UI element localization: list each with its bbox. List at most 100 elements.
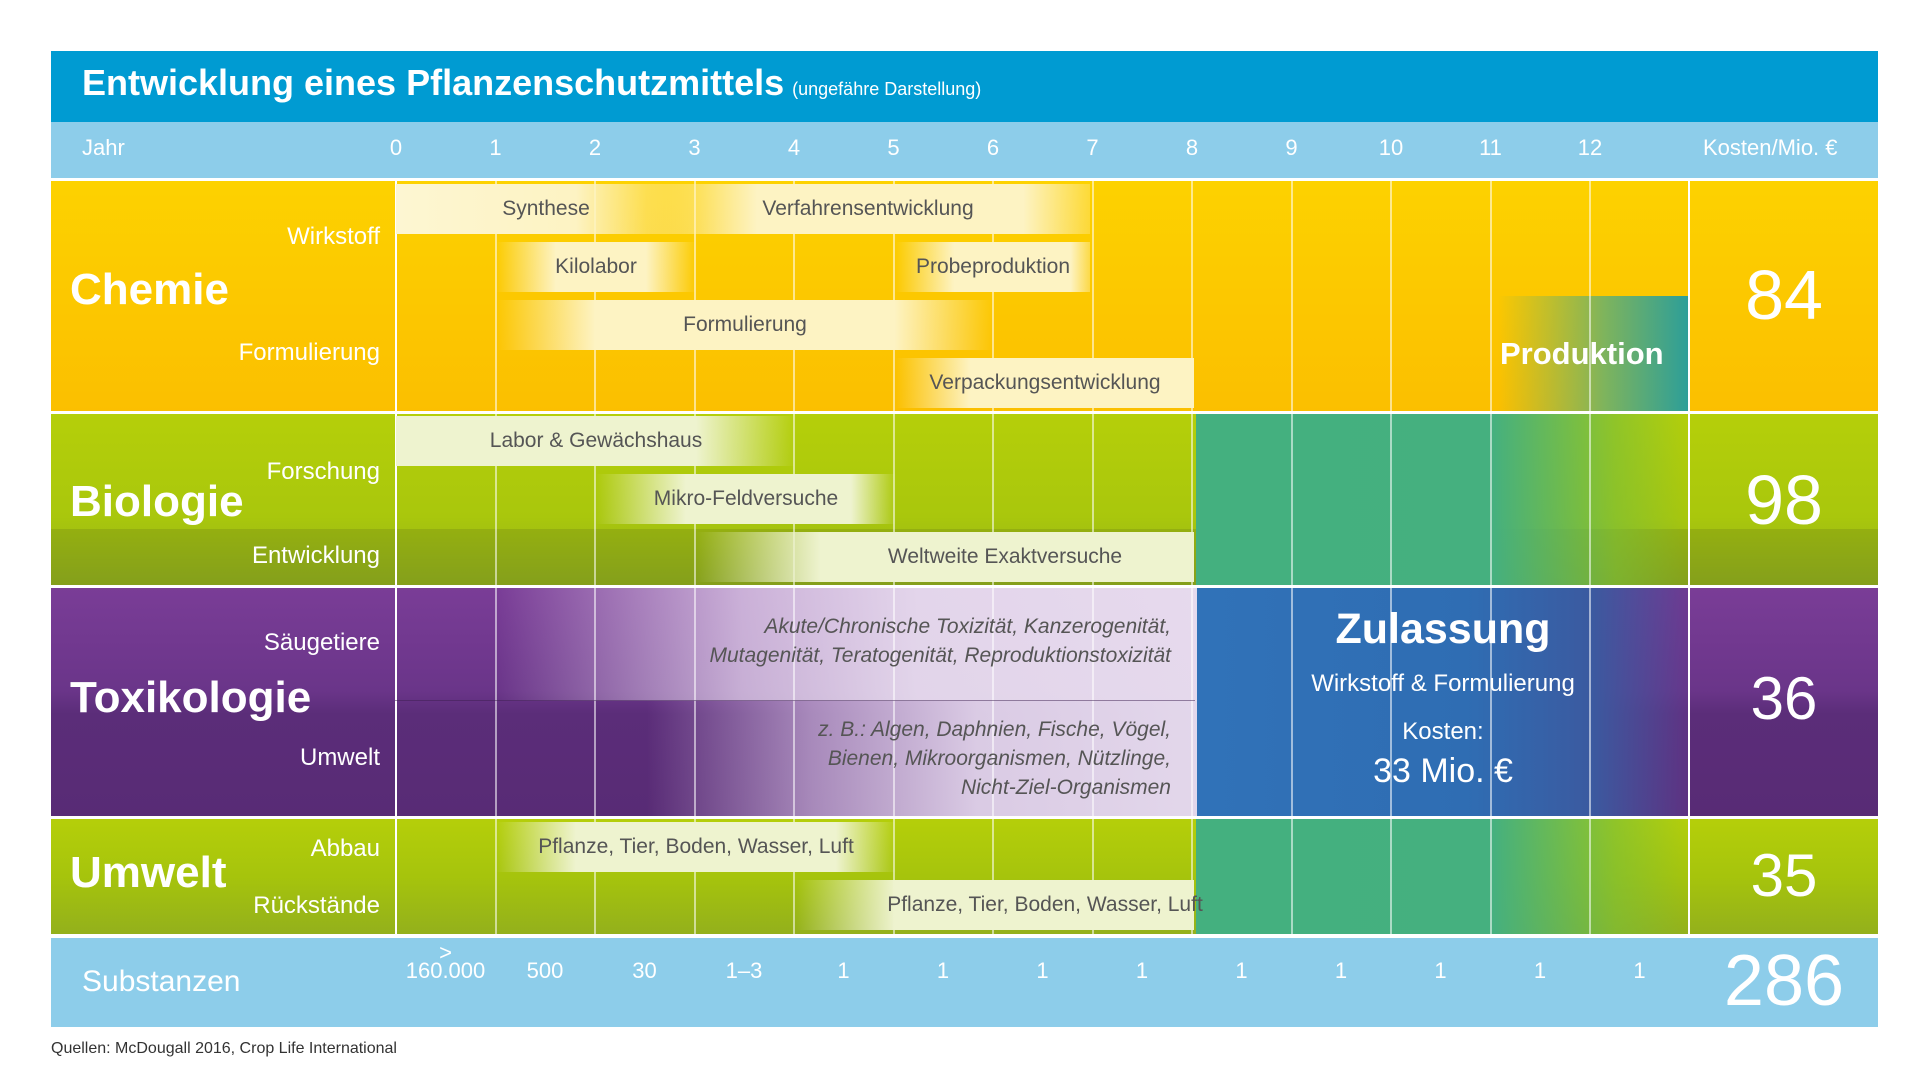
bar-label: Formulierung — [683, 313, 807, 336]
tox-text-line: Bienen, Mikroorganismen, Nützlinge, — [827, 747, 1171, 770]
substanzen-first-prefix: > — [439, 940, 452, 965]
separator — [51, 816, 1878, 819]
category-umwelt: Umwelt — [70, 848, 227, 897]
produktion-label: Produktion — [1500, 336, 1664, 371]
cost-umwelt: 35 — [1750, 842, 1818, 909]
cost-toxikologie: 36 — [1750, 665, 1818, 732]
tox-text-line: Akute/Chronische Toxizität, Kanzerogenit… — [764, 615, 1171, 638]
substanzen-value: 500 — [526, 958, 564, 983]
grid-line — [893, 180, 895, 1027]
tox-text-line: z. B.: Algen, Daphnien, Fische, Vögel, — [818, 718, 1171, 741]
tox-text-line: Nicht-Ziel-Organismen — [960, 776, 1171, 799]
grid-line — [793, 180, 795, 1027]
grid-line — [694, 180, 696, 1027]
category-biologie: Biologie — [70, 477, 244, 526]
zulassung-cost-label: Kosten: — [1402, 718, 1484, 745]
cost-chemie: 84 — [1745, 256, 1823, 334]
sub-rueckstaende: Rückstände — [253, 892, 380, 919]
sub-umwelt-tox: Umwelt — [299, 744, 380, 771]
tox-saeugetiere-text: Akute/Chronische Toxizität, Kanzerogenit… — [596, 612, 1172, 670]
grid-line — [1390, 180, 1392, 1027]
bar-rueckstaende: Pflanze, Tier, Boden, Wasser, Luft — [796, 880, 1203, 930]
produktion-bar — [1498, 296, 1690, 411]
bar-verpackungsentwicklung: Verpackungsentwicklung — [896, 358, 1194, 408]
year-tick: 3 — [688, 135, 701, 160]
bar-label: Pflanze, Tier, Boden, Wasser, Luft — [538, 835, 854, 858]
cost-biologie: 98 — [1745, 461, 1823, 539]
grid-line — [594, 180, 596, 1027]
zulassung-tox-block — [1196, 587, 1690, 818]
tox-umwelt-text: z. B.: Algen, Daphnien, Fische, Vögel, B… — [696, 715, 1171, 802]
separator — [51, 178, 1878, 181]
sub-saeugetiere: Säugetiere — [263, 629, 380, 656]
year-tick: 8 — [1185, 135, 1199, 160]
grid-line — [495, 180, 497, 1027]
sub-entwicklung: Entwicklung — [251, 542, 380, 569]
bar-abbau: Pflanze, Tier, Boden, Wasser, Luft — [496, 822, 896, 872]
category-toxikologie: Toxikologie — [70, 673, 312, 722]
bar-label: Labor & Gewächshaus — [489, 429, 703, 452]
zulassung-subtitle: Wirkstoff & Formulierung — [1311, 670, 1575, 697]
substanzen-value: 1 — [1434, 958, 1447, 983]
substanzen-row — [51, 938, 1878, 1027]
bar-probeproduktion: Probeproduktion — [896, 242, 1090, 292]
substanzen-value: 1 — [1036, 958, 1049, 983]
title-main: Entwicklung eines Pflanzenschutzmittels — [82, 62, 785, 103]
cost-label: Kosten/Mio. € — [1703, 135, 1838, 160]
year-tick: 10 — [1378, 135, 1404, 160]
zulassung-title: Zulassung — [1335, 605, 1551, 653]
year-tick: 1 — [489, 135, 502, 160]
year-tick: 5 — [887, 135, 900, 160]
substanzen-value: 1–3 — [725, 958, 763, 983]
bar-label: Synthese — [502, 197, 590, 220]
tox-text-line: Mutagenität, Teratogenität, Reproduktion… — [709, 644, 1172, 667]
substanzen-value: 160.000 — [405, 958, 486, 983]
bar-mikro-feldversuche: Mikro-Feldversuche — [596, 474, 896, 524]
zulassung-biologie-block — [1196, 413, 1690, 587]
substanzen-value: 1 — [936, 958, 950, 983]
bar-label: Kilolabor — [555, 255, 637, 278]
tox-umwelt-region — [647, 701, 1197, 818]
zulassung-umwelt-block — [1196, 818, 1690, 935]
substanzen-value: 1 — [1533, 958, 1547, 983]
title-bar — [51, 51, 1878, 122]
separator — [51, 934, 1878, 938]
substanzen-total: 286 — [1723, 941, 1845, 1021]
grid-line — [1688, 180, 1690, 1027]
substanzen-value: 1 — [1235, 958, 1248, 983]
substanzen-value: 1 — [1633, 958, 1646, 983]
substanzen-value: 30 — [632, 958, 657, 983]
separator — [51, 411, 1878, 414]
year-tick: 2 — [588, 135, 602, 160]
grid-line — [1191, 180, 1193, 1027]
year-tick: 7 — [1086, 135, 1099, 160]
sub-abbau: Abbau — [310, 835, 380, 862]
bar-label: Verfahrensentwicklung — [762, 197, 974, 220]
grid-line — [1490, 180, 1492, 1027]
bar-weltweite-exaktversuche: Weltweite Exaktversuche — [696, 532, 1194, 582]
grid-line — [395, 180, 397, 1027]
page-title: Entwicklung eines Pflanzenschutzmittels (… — [82, 62, 981, 104]
separator — [51, 585, 1878, 588]
tox-divider — [395, 700, 1195, 701]
substanzen-value: 1 — [1135, 958, 1149, 983]
category-chemie: Chemie — [70, 265, 229, 314]
bar-label: Weltweite Exaktversuche — [887, 545, 1123, 568]
year-label: Jahr — [82, 135, 125, 160]
substanzen-value: 1 — [1334, 958, 1348, 983]
bar-label: Verpackungsentwicklung — [929, 371, 1161, 394]
bar-labor-gewaechshaus: Labor & Gewächshaus — [396, 416, 796, 466]
bar-formulierung: Formulierung — [496, 300, 994, 350]
substanzen-label: Substanzen — [82, 965, 241, 998]
tox-saeugetiere-region — [497, 587, 1197, 701]
year-tick: 4 — [787, 135, 801, 160]
source-note: Quellen: McDougall 2016, Crop Life Inter… — [51, 1040, 397, 1057]
grid-line — [992, 180, 994, 1027]
substanzen-value: 1 — [837, 958, 850, 983]
year-header-row — [51, 122, 1878, 180]
year-tick: 6 — [986, 135, 1000, 160]
sub-forschung: Forschung — [266, 458, 380, 485]
grid-line — [1092, 180, 1094, 1027]
bar-label: Mikro-Feldversuche — [653, 487, 839, 510]
zulassung-cost-value: 33 Mio. € — [1373, 752, 1513, 790]
